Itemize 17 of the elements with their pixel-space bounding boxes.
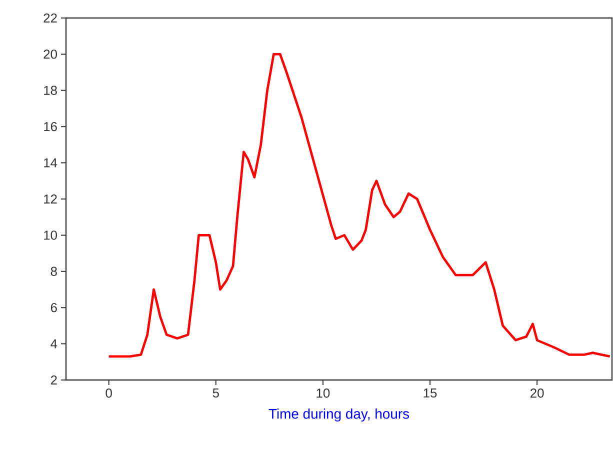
y-tick-label: 22 bbox=[44, 13, 57, 23]
x-tick-label: 20 bbox=[530, 388, 544, 398]
y-tick-label: 14 bbox=[44, 158, 58, 168]
y-tick-label: 8 bbox=[50, 266, 57, 276]
y-tick-label: 4 bbox=[50, 339, 58, 348]
y-tick-label: 18 bbox=[44, 86, 57, 95]
y-tick-label: 10 bbox=[44, 230, 57, 240]
x-tick-label: 10 bbox=[316, 388, 330, 398]
x-axis-title: Time during day, hours bbox=[268, 408, 410, 422]
x-tick-label: 5 bbox=[212, 388, 219, 398]
y-tick-label: 6 bbox=[50, 303, 57, 312]
y-tick-label: 2 bbox=[50, 375, 57, 385]
x-tick-label: 15 bbox=[424, 388, 437, 398]
y-tick-label: 16 bbox=[44, 122, 57, 132]
y-tick-label: 12 bbox=[44, 194, 57, 204]
x-tick-label: 0 bbox=[106, 388, 112, 398]
y-tick-label: 20 bbox=[44, 50, 57, 59]
